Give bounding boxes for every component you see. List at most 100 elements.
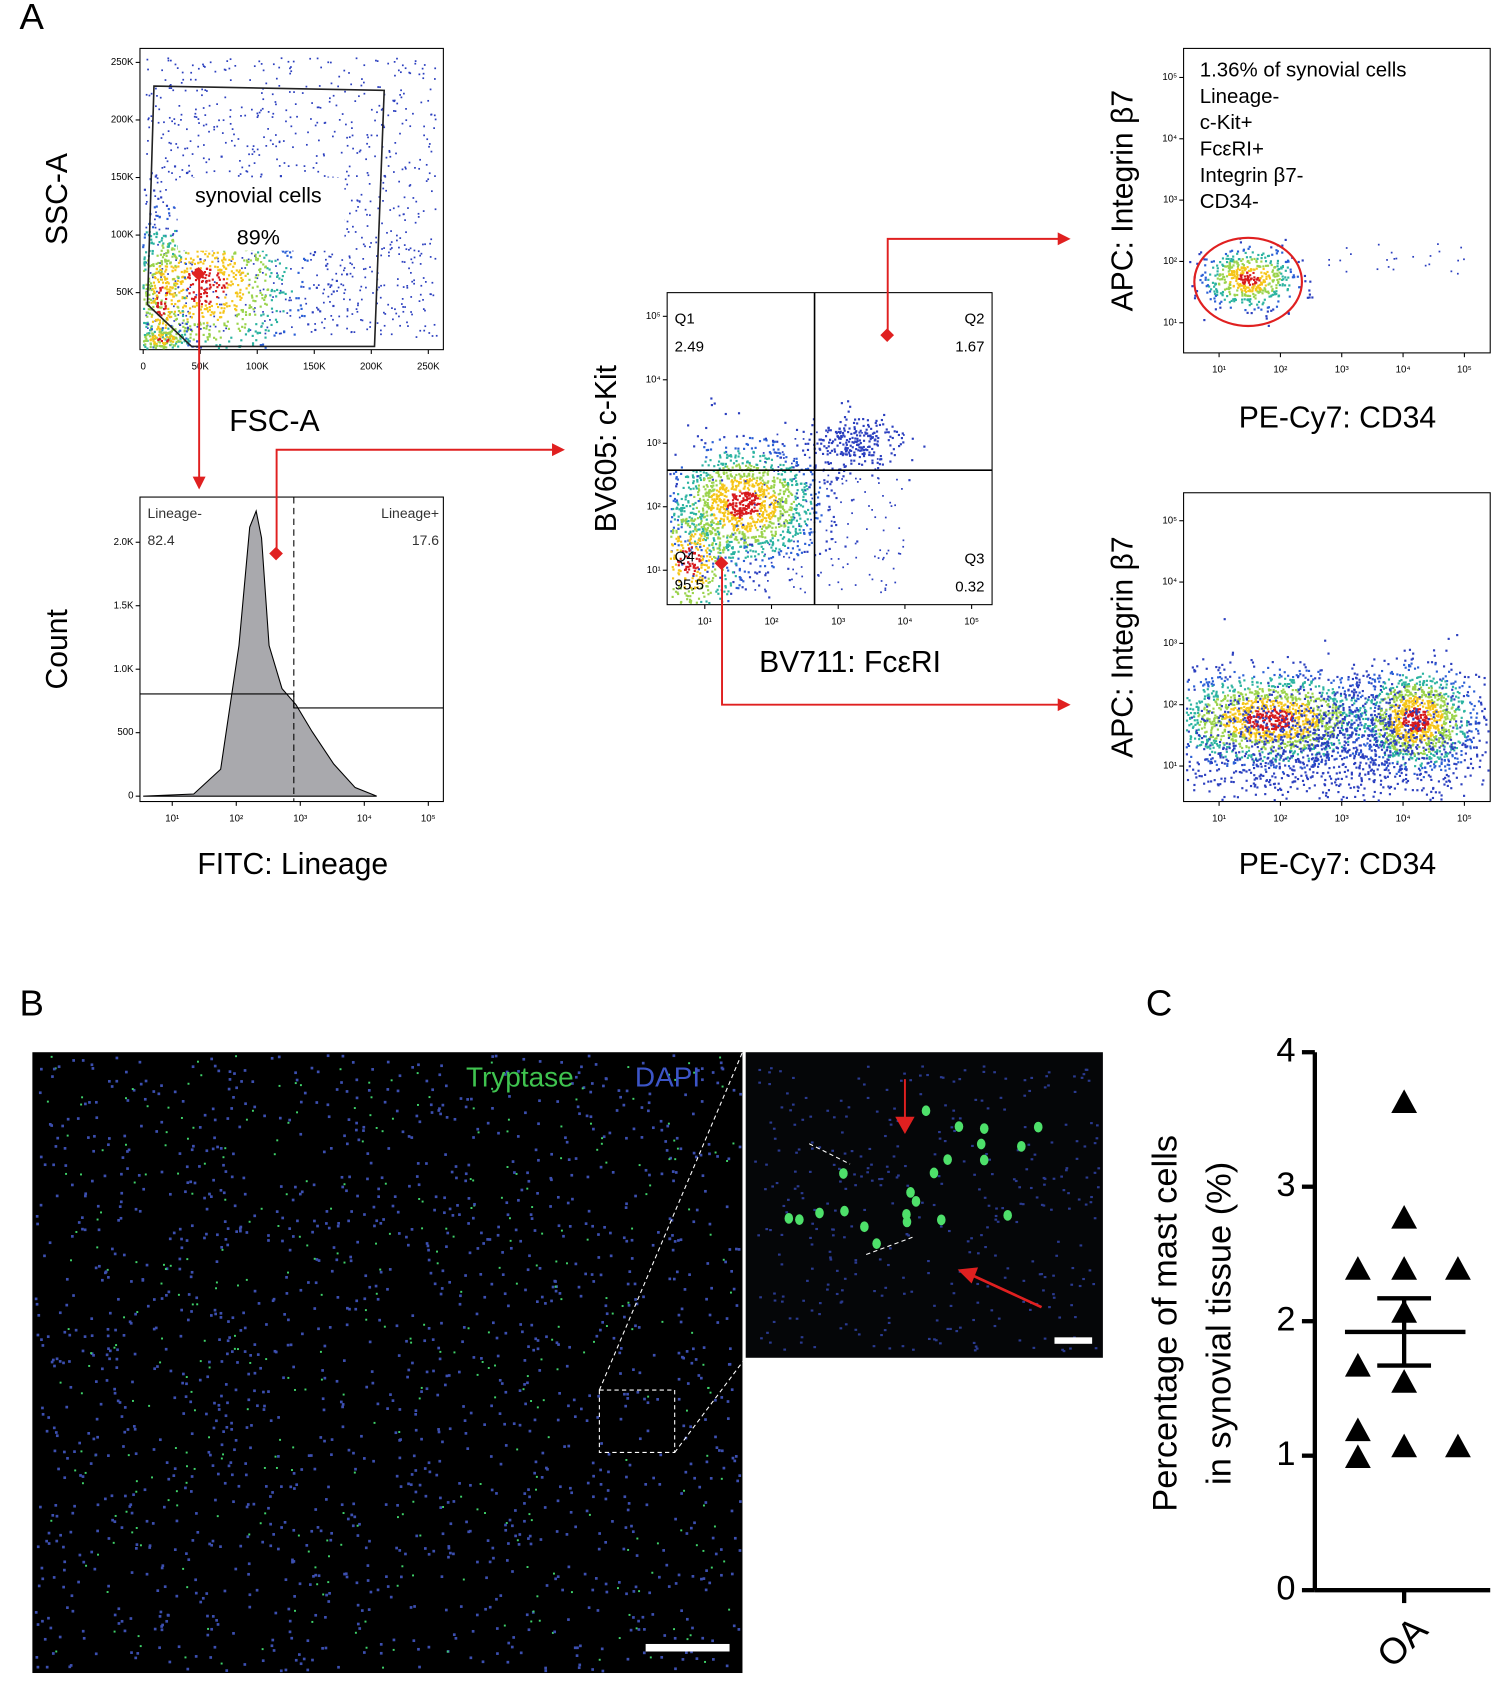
event-dot <box>166 319 168 321</box>
event-dot <box>171 120 173 122</box>
event-dot <box>793 478 795 480</box>
event-dot <box>216 126 218 128</box>
event-dot <box>151 328 153 330</box>
event-dot <box>177 345 179 347</box>
event-dot <box>723 591 725 593</box>
event-dot <box>711 571 713 573</box>
event-dot <box>432 282 434 284</box>
event-dot <box>716 498 718 500</box>
event-dot <box>193 338 195 340</box>
event-dot <box>280 175 282 177</box>
event-dot <box>699 572 701 574</box>
event-dot <box>1241 301 1243 303</box>
event-dot <box>239 289 241 291</box>
event-dot <box>743 473 745 475</box>
event-dot <box>1207 279 1209 281</box>
event-dot <box>226 305 228 307</box>
event-dot <box>706 537 708 539</box>
event-dot <box>734 456 736 458</box>
event-dot <box>847 537 849 539</box>
event-dot <box>226 60 228 62</box>
event-dot <box>794 508 796 510</box>
event-dot <box>184 277 186 279</box>
event-dot <box>365 158 367 160</box>
event-dot <box>1258 279 1260 281</box>
event-dot <box>182 315 184 317</box>
event-dot <box>404 244 406 246</box>
event-dot <box>166 285 168 287</box>
event-dot <box>229 170 231 172</box>
event-dot <box>1211 261 1213 263</box>
event-dot <box>367 172 369 174</box>
event-dot <box>381 109 383 111</box>
event-dot <box>1261 275 1263 277</box>
event-dot <box>754 524 756 526</box>
event-dot <box>170 84 172 86</box>
event-dot <box>360 319 362 321</box>
event-dot <box>349 299 351 301</box>
event-dot <box>772 544 774 546</box>
event-dot <box>732 481 734 483</box>
event-dot <box>236 269 238 271</box>
event-dot <box>676 499 678 501</box>
event-dot <box>1243 283 1245 285</box>
event-dot <box>771 527 773 529</box>
event-dot <box>218 284 220 286</box>
event-dot <box>1186 746 1188 748</box>
event-dot <box>867 435 869 437</box>
event-dot <box>1271 254 1273 256</box>
event-dot <box>434 324 436 326</box>
event-dot <box>208 131 210 133</box>
event-dot <box>706 552 708 554</box>
event-dot <box>865 433 867 435</box>
event-dot <box>772 535 774 537</box>
event-dot <box>1282 275 1284 277</box>
event-dot <box>227 321 229 323</box>
event-dot <box>698 511 700 513</box>
event-dot <box>750 465 752 467</box>
event-dot <box>1219 261 1221 263</box>
event-dot <box>845 447 847 449</box>
event-dot <box>256 113 258 115</box>
event-dot <box>808 486 810 488</box>
event-dot <box>874 443 876 445</box>
event-dot <box>191 175 193 177</box>
event-dot <box>672 596 674 598</box>
event-dot <box>727 590 729 592</box>
event-dot <box>159 336 161 338</box>
event-dot <box>1240 274 1242 276</box>
event-dot <box>185 252 187 254</box>
event-dot <box>776 477 778 479</box>
event-dot <box>203 260 205 262</box>
x-axis-label: FSC-A <box>229 405 320 438</box>
event-dot <box>829 584 831 586</box>
event-dot <box>246 170 248 172</box>
event-dot <box>684 540 686 542</box>
y-tick-label: 1.5K <box>114 600 134 611</box>
event-dot <box>827 450 829 452</box>
event-dot <box>731 517 733 519</box>
event-dot <box>436 335 438 337</box>
event-dot <box>1217 267 1219 269</box>
event-dot <box>866 449 868 451</box>
event-dot <box>276 289 278 291</box>
event-dot <box>777 473 779 475</box>
event-dot <box>1344 690 1346 692</box>
event-dot <box>1254 308 1256 310</box>
event-dot <box>240 115 242 117</box>
event-dot <box>160 196 162 198</box>
event-dot <box>764 509 766 511</box>
event-dot <box>142 246 144 248</box>
event-dot <box>281 57 283 59</box>
event-dot <box>804 592 806 594</box>
event-dot <box>755 541 757 543</box>
event-dot <box>672 544 674 546</box>
event-dot <box>344 91 346 93</box>
event-dot <box>672 566 674 568</box>
event-dot <box>752 502 754 504</box>
event-dot <box>688 487 690 489</box>
event-dot <box>366 143 368 145</box>
event-dot <box>1224 680 1226 682</box>
event-dot <box>697 517 699 519</box>
event-dot <box>242 293 244 295</box>
